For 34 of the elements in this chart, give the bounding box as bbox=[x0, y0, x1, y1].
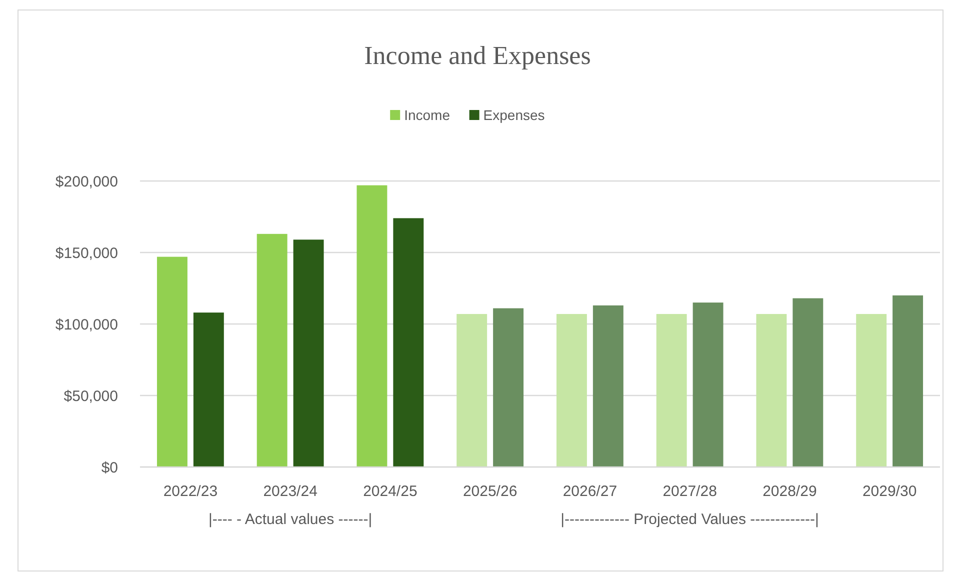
x-tick-label: 2024/25 bbox=[363, 483, 418, 500]
bar bbox=[493, 308, 524, 467]
bar bbox=[756, 314, 787, 467]
x-tick-label: 2025/26 bbox=[462, 483, 518, 500]
y-tick-label: $50,000 bbox=[64, 388, 118, 405]
x-tick-label: 2027/28 bbox=[662, 483, 717, 500]
y-tick-label: $200,000 bbox=[55, 173, 118, 190]
text: |------------- Projected Values -------------| bbox=[560, 511, 819, 528]
x-tick-label: 2022/23 bbox=[163, 483, 218, 500]
bar bbox=[193, 312, 224, 467]
legend-label: Income bbox=[404, 106, 450, 123]
bar bbox=[356, 185, 388, 467]
bar bbox=[592, 305, 624, 467]
bar bbox=[792, 298, 824, 467]
bar bbox=[856, 314, 887, 467]
bar bbox=[393, 218, 424, 467]
bar bbox=[892, 295, 924, 467]
y-tick-label: $100,000 bbox=[55, 316, 118, 334]
x-tick-label: 2023/24 bbox=[263, 483, 318, 500]
y-tick-label: $0 bbox=[101, 459, 118, 476]
bar bbox=[692, 302, 724, 467]
x-tick-label: 2026/27 bbox=[562, 483, 618, 500]
bar bbox=[156, 256, 188, 467]
legend-label: Expenses bbox=[483, 106, 545, 123]
bar bbox=[256, 234, 288, 467]
x-tick-label: 2029/30 bbox=[862, 483, 917, 500]
y-tick-label: $150,000 bbox=[55, 244, 118, 262]
bar bbox=[293, 240, 324, 467]
x-tick-label: 2028/29 bbox=[762, 483, 817, 500]
bar bbox=[656, 314, 687, 467]
chart-title: Income and Expenses bbox=[364, 41, 591, 70]
bar bbox=[556, 314, 587, 467]
bar bbox=[456, 314, 488, 467]
text: |---- - Actual values ------| bbox=[208, 511, 372, 528]
